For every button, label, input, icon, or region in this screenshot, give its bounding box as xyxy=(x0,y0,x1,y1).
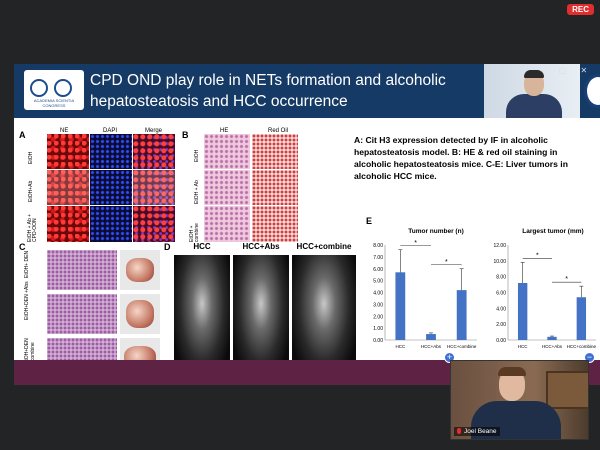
chart2-xtick: HCC xyxy=(518,344,528,349)
panel-label-c: C xyxy=(19,242,26,252)
tumor-photo-bg-1 xyxy=(120,250,160,290)
mri-hcc-abs xyxy=(233,255,289,377)
chart2-bar xyxy=(576,297,587,340)
self-name-text: Joel Beane xyxy=(464,428,497,435)
if-merge-etoh-ab xyxy=(133,170,175,205)
chart2-sig-star: * xyxy=(565,276,568,283)
chart2-ytick: 8.00 xyxy=(496,275,506,281)
panel-label-e: E xyxy=(366,216,373,226)
chart2-ytick: 2.00 xyxy=(496,322,506,328)
chart2-sig-star: * xyxy=(536,252,539,259)
slide-title: CPD OND play role in NETs formation and … xyxy=(90,72,446,110)
chart1-sig-star: * xyxy=(414,240,417,247)
chart-largest-tumor: 0.00 2.00 4.00 6.00 8.00 10.00 12.00 HCC HCC+Abs… xyxy=(493,243,597,349)
presenter-video[interactable] xyxy=(484,64,580,118)
panel-b-col-redoil: Red Oil xyxy=(268,128,289,134)
he-etoh-combine xyxy=(204,206,250,242)
mic-muted-icon xyxy=(457,428,461,435)
if-ne-etoh-ab xyxy=(47,170,89,205)
chart2-ytick: 12.00 xyxy=(493,243,506,249)
chart1-ytick: 3.00 xyxy=(373,302,383,308)
chart1-ytick: 7.00 xyxy=(373,255,383,261)
slide-banner: ACADEMIA SCIENTIA CONGRESS CPD OND play … xyxy=(14,64,600,118)
panel-a-row-etoh-ab: EtOH+Ab xyxy=(28,180,34,202)
chart1-ytick: 5.00 xyxy=(373,279,383,285)
if-ne-etoh-ab-cpd xyxy=(47,206,89,242)
chart2-bar xyxy=(517,283,528,340)
panel-label-a: A xyxy=(19,130,26,140)
histology-den-abs xyxy=(47,294,117,334)
oil-etoh-ab xyxy=(252,170,298,205)
panel-c-row-den-combine: EtOH+DEN +combine xyxy=(24,338,36,364)
panel-d-col-hcc: HCC xyxy=(193,242,211,251)
tumor-photo-den xyxy=(126,258,154,282)
panel-b-row-etoh: EtOH xyxy=(194,149,200,162)
chart2-ytick: 4.00 xyxy=(496,306,506,312)
panel-b-row-etoh-ab: EtOH + Ab xyxy=(194,180,200,204)
chart1-xtick: HCC xyxy=(395,344,405,349)
panel-c-row-den-abs: EtOH+DEN +Abs xyxy=(24,281,30,320)
mri-hcc xyxy=(174,255,230,377)
chart1-bar xyxy=(456,290,467,340)
tumor-photo-bg-2 xyxy=(120,294,160,334)
shared-slide: ACADEMIA SCIENTIA CONGRESS CPD OND play … xyxy=(14,64,600,385)
if-dapi-etoh xyxy=(90,134,132,169)
if-dapi-etoh-ab-cpd xyxy=(90,206,132,242)
histology-den xyxy=(47,250,117,290)
chart-tumor-number: 0.00 1.00 2.00 3.00 4.00 5.00 6.00 7.00 8.00 HCC H… xyxy=(373,240,477,349)
chart2-ytick: 0.00 xyxy=(496,338,506,344)
minus-icon[interactable]: − xyxy=(584,352,595,363)
recording-badge: REC xyxy=(567,4,594,15)
chart1-bar xyxy=(395,272,406,340)
university-seal-icon xyxy=(584,74,600,108)
oil-etoh xyxy=(252,134,298,169)
chart1-bar xyxy=(426,334,436,340)
panel-a-col-merge: Merge xyxy=(145,128,163,134)
video-window-controls[interactable]: – ▢ ✕ xyxy=(540,66,594,75)
panel-d-col-hcc-combine: HCC+combine xyxy=(296,242,352,251)
panel-a-col-dapi: DAPI xyxy=(103,128,118,134)
tumor-photo-den-abs xyxy=(126,300,154,328)
chart2-bar xyxy=(547,336,557,340)
panel-label-b: B xyxy=(182,130,189,140)
panel-b-row-etoh-combine: EtOH + combine xyxy=(189,223,200,242)
chart1-title: Tumor number (n) xyxy=(408,228,464,235)
he-etoh xyxy=(204,134,250,169)
plus-icon[interactable]: + xyxy=(444,352,455,363)
academy-logo: ACADEMIA SCIENTIA CONGRESS xyxy=(24,70,84,110)
self-video-tile[interactable]: Joel Beane xyxy=(450,360,589,440)
chart2-ytick: 6.00 xyxy=(496,291,506,297)
panel-c-row-den: EtOH+ DEN xyxy=(24,250,30,278)
chart1-ytick: 1.00 xyxy=(373,326,383,332)
chart2-title: Largest tumor (mm) xyxy=(522,228,584,235)
panel-label-d: D xyxy=(164,242,171,252)
chart1-ytick: 0.00 xyxy=(373,338,383,344)
if-merge-etoh xyxy=(133,134,175,169)
he-etoh-ab xyxy=(204,170,250,205)
chart1-sig-star: * xyxy=(445,259,448,266)
if-dapi-etoh-ab xyxy=(90,170,132,205)
chart2-xtick: HCC+Abs xyxy=(542,344,563,349)
panel-d-col-hcc-abs: HCC+Abs xyxy=(242,242,280,251)
slide-description: A: Cit H3 expression detected by IF in a… xyxy=(354,135,568,181)
if-merge-etoh-ab-cpd xyxy=(133,206,175,242)
chart1-ytick: 8.00 xyxy=(373,243,383,249)
chart1-ytick: 4.00 xyxy=(373,291,383,297)
chart1-xtick: HCC+combine xyxy=(447,344,477,349)
panel-b-col-he: HE xyxy=(220,128,229,134)
panel-a-row-etoh: EtOH xyxy=(28,151,34,164)
chart1-ytick: 6.00 xyxy=(373,267,383,273)
panel-a-row-etoh-ab-cpd: EtOH + Ab + CPD-OON xyxy=(27,213,38,242)
chart1-ytick: 2.00 xyxy=(373,314,383,320)
oil-etoh-combine xyxy=(252,206,298,242)
if-ne-etoh xyxy=(47,134,89,169)
panel-a-col-ne: NE xyxy=(60,128,69,134)
chart2-xtick: HCC+combine xyxy=(567,344,597,349)
mri-hcc-combine xyxy=(292,255,356,377)
chart1-xtick: HCC+Abs xyxy=(421,344,442,349)
self-name-label: Joel Beane xyxy=(454,427,500,436)
chart2-ytick: 10.00 xyxy=(493,259,506,265)
